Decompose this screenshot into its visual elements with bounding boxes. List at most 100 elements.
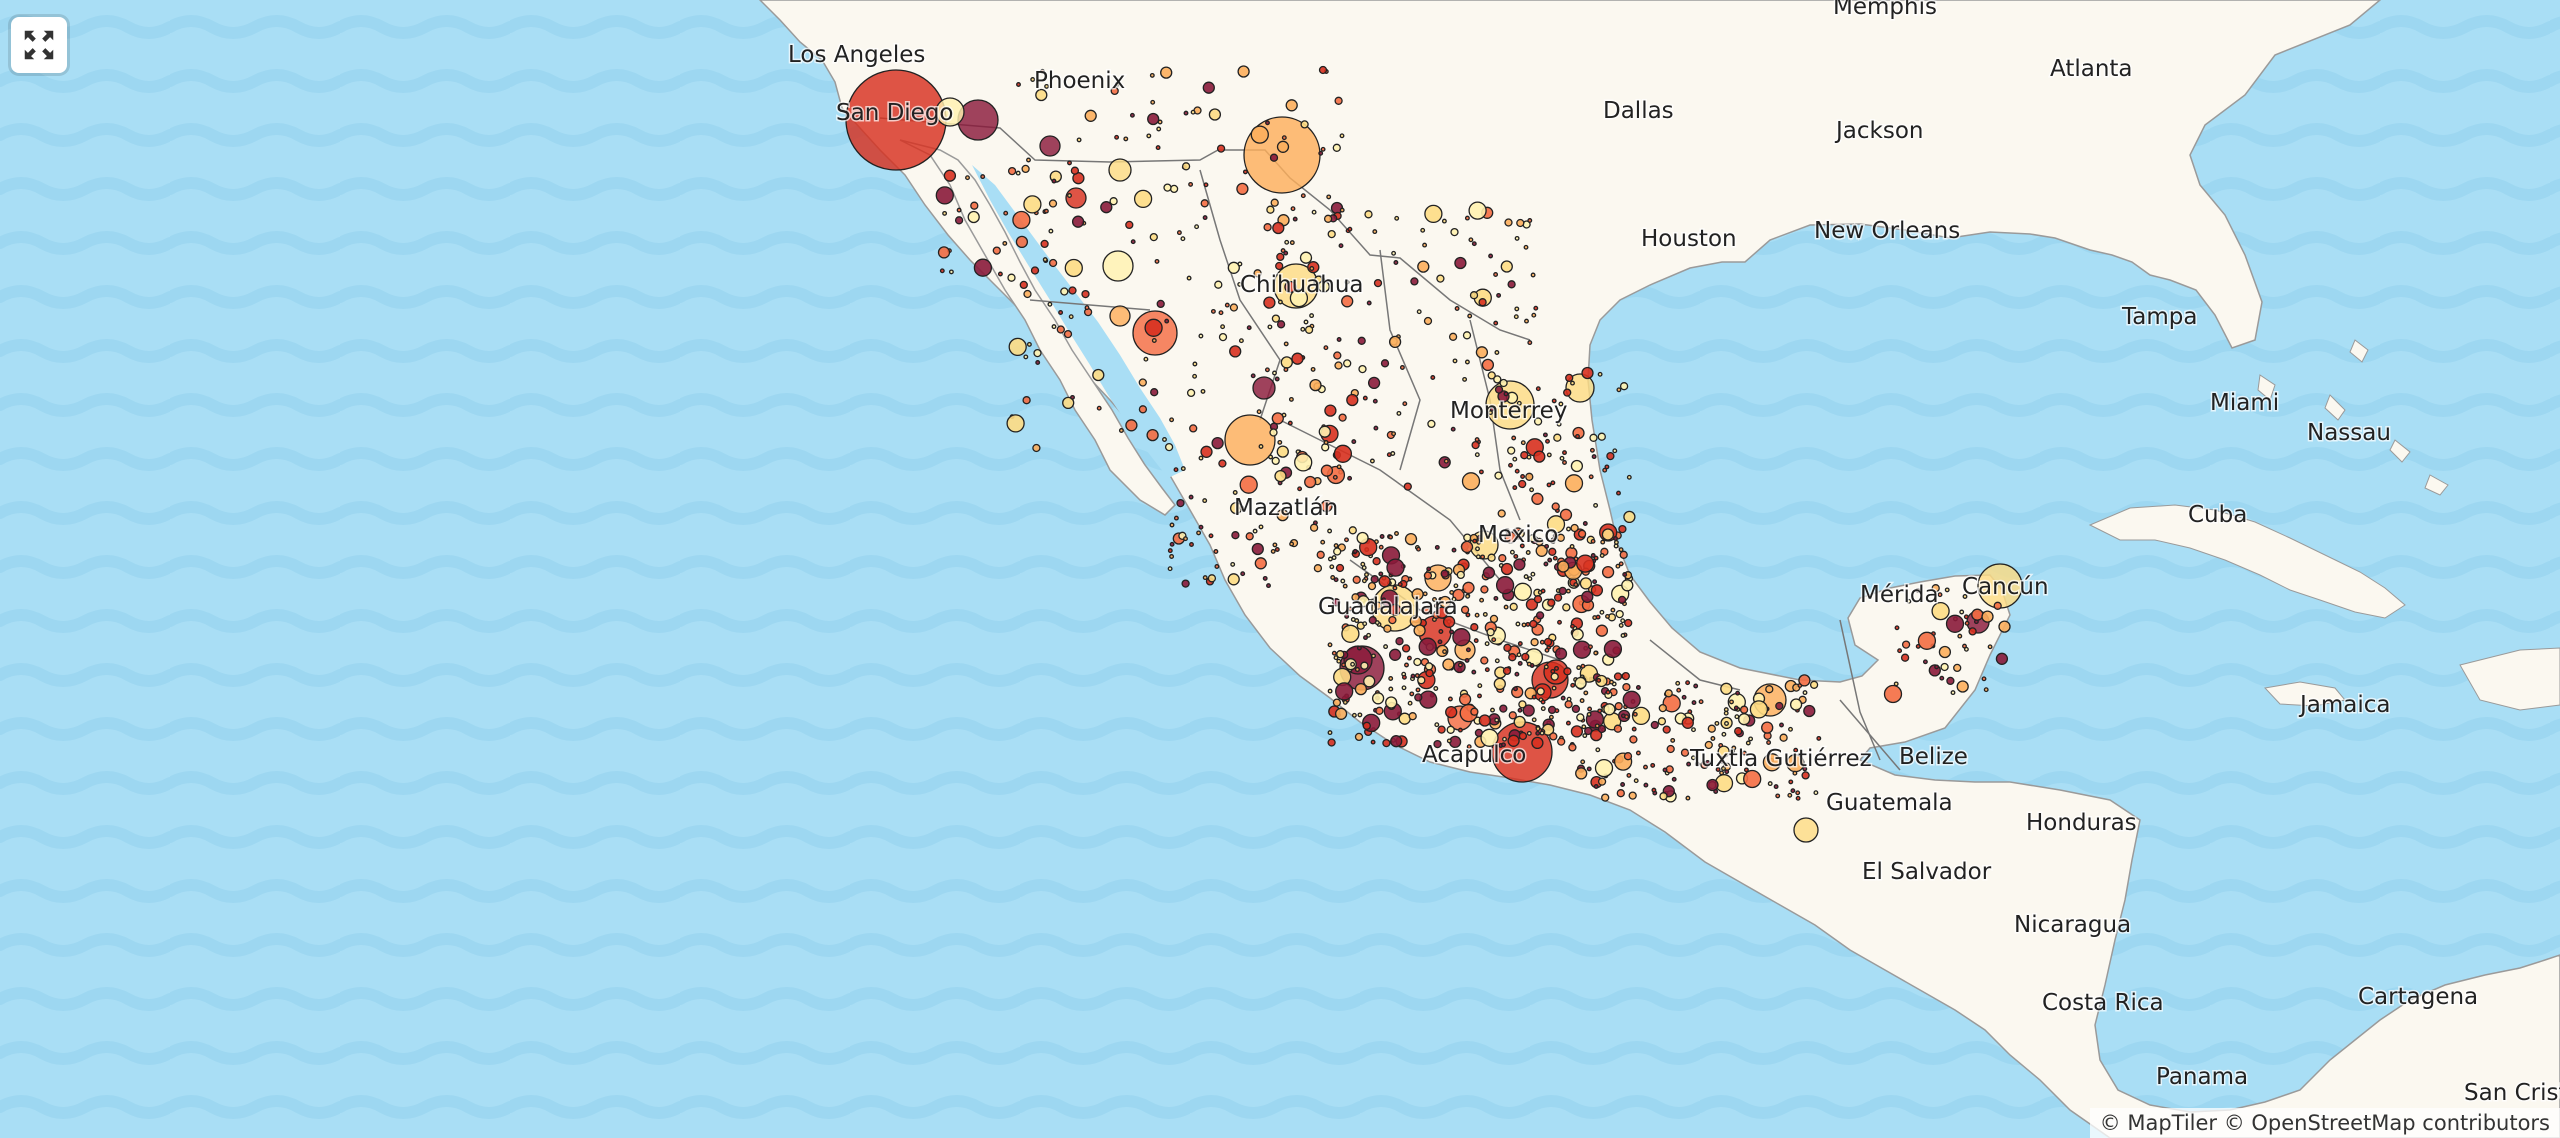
data-bubble: [1497, 509, 1506, 518]
data-bubble: [1706, 778, 1719, 792]
data-bubble: [1743, 767, 1749, 773]
data-bubble: [1133, 189, 1153, 209]
data-bubble: [1616, 490, 1621, 496]
data-bubble: [1300, 326, 1306, 332]
data-bubble: [1940, 662, 1949, 672]
data-bubble: [1552, 555, 1558, 561]
data-bubble: [1240, 571, 1246, 577]
data-bubble: [1540, 706, 1546, 712]
data-bubble: [1202, 81, 1215, 94]
data-bubble: [1332, 474, 1338, 480]
data-bubble: [1500, 562, 1514, 576]
data-bubble: [1713, 789, 1719, 794]
data-bubble: [1468, 201, 1487, 220]
data-bubble: [1065, 187, 1087, 209]
data-bubble: [1619, 550, 1628, 559]
data-bubble: [1096, 405, 1102, 411]
data-bubble: [1441, 218, 1447, 224]
data-bubble: [1602, 467, 1608, 473]
data-bubble: [1375, 706, 1384, 715]
data-bubble: [1267, 324, 1273, 330]
data-bubble: [1440, 569, 1449, 578]
data-bubble: [1181, 579, 1190, 588]
data-bubble: [1238, 338, 1244, 344]
data-bubble: [1950, 690, 1956, 696]
data-bubble: [1508, 462, 1513, 468]
data-bubble: [1469, 291, 1479, 300]
data-bubble: [1356, 645, 1362, 651]
data-bubble: [1084, 109, 1097, 122]
data-bubble: [1433, 686, 1439, 691]
data-bubble: [1275, 261, 1284, 271]
place-label-cuba: Cuba: [2188, 502, 2247, 528]
data-bubble: [1289, 541, 1295, 547]
data-bubble: [1476, 539, 1482, 545]
data-bubble: [1402, 401, 1408, 407]
data-bubble: [1183, 110, 1189, 116]
data-bubble: [1084, 305, 1090, 311]
data-bubble: [1624, 618, 1633, 628]
data-bubble: [1030, 266, 1040, 275]
data-bubble: [1334, 361, 1343, 370]
data-bubble: [1320, 500, 1333, 513]
fullscreen-button[interactable]: [11, 17, 67, 73]
data-bubble: [1730, 748, 1736, 754]
data-bubble: [1149, 72, 1155, 78]
data-bubble: [1288, 396, 1294, 402]
data-bubble: [1564, 700, 1573, 709]
data-bubble: [1437, 639, 1443, 645]
data-bubble: [1568, 743, 1577, 752]
data-bubble: [1494, 658, 1500, 664]
data-bubble: [1332, 143, 1341, 152]
data-bubble: [1464, 359, 1470, 365]
data-bubble: [1276, 252, 1285, 262]
data-bubble: [1173, 515, 1179, 521]
bahamas-islands: [2257, 339, 2449, 496]
data-bubble: [1216, 144, 1226, 153]
data-bubble: [1367, 376, 1381, 390]
data-bubble: [1361, 578, 1367, 584]
data-bubble: [1508, 653, 1517, 662]
data-bubble: [1331, 650, 1337, 656]
data-bubble: [1743, 769, 1762, 789]
data-bubble: [1508, 711, 1517, 720]
data-bubble: [1002, 240, 1008, 246]
data-bubble: [1422, 606, 1431, 616]
data-bubble: [1198, 333, 1204, 339]
data-bubble: [1735, 690, 1741, 696]
data-bubble: [1535, 544, 1548, 557]
data-bubble: [1070, 166, 1080, 175]
data-bubble: [1056, 325, 1065, 334]
data-bubble: [1047, 301, 1053, 307]
data-bubble: [1339, 207, 1345, 213]
data-bubble: [1406, 655, 1412, 661]
data-bubble: [1167, 566, 1173, 572]
data-bubble: [1316, 550, 1325, 559]
data-bubble: [1388, 615, 1397, 625]
data-bubble: [1478, 298, 1487, 307]
data-bubble: [1380, 359, 1390, 368]
data-bubble: [1157, 119, 1163, 125]
data-bubble: [1044, 83, 1050, 89]
data-bubble: [1544, 543, 1550, 549]
data-bubble: [1276, 508, 1289, 522]
data-bubble: [1254, 557, 1267, 570]
cuba-island: [2088, 504, 2406, 619]
data-bubble: [1392, 585, 1398, 591]
data-bubble: [1504, 531, 1517, 544]
data-bubble: [1527, 576, 1533, 582]
data-bubble: [1220, 324, 1226, 330]
data-bubble: [1287, 420, 1293, 426]
data-bubble: [1512, 485, 1518, 491]
data-bubble: [1232, 490, 1238, 495]
data-bubble: [1458, 693, 1472, 706]
data-bubble: [1382, 738, 1391, 748]
data-bubble: [1321, 443, 1330, 452]
data-bubble: [1062, 396, 1075, 410]
data-bubble: [1417, 676, 1426, 685]
data-bubble: [1475, 546, 1480, 552]
data-bubble: [1498, 554, 1507, 563]
data-bubble: [1334, 707, 1348, 720]
